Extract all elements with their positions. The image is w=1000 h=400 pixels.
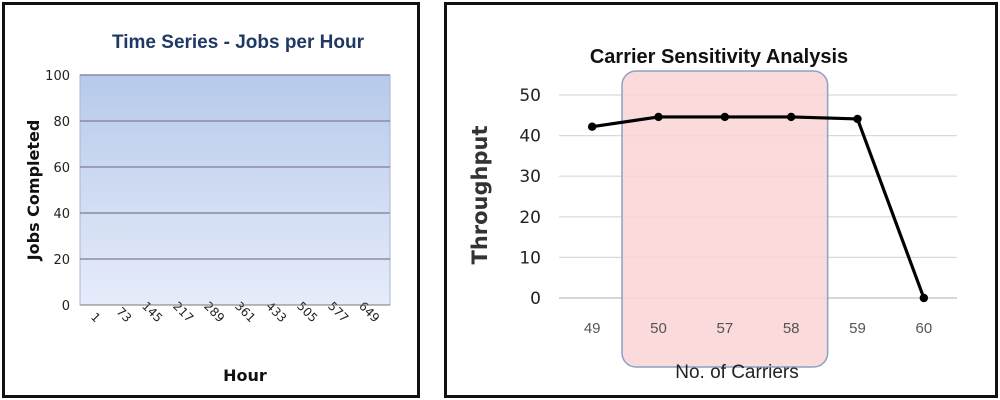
series-line: [591, 115, 926, 299]
x-tick-label: 1: [88, 310, 103, 325]
data-point: [853, 114, 862, 124]
chart-title: Time Series - Jobs per Hour: [112, 32, 365, 53]
y-tick-label: 30: [519, 167, 541, 187]
y-axis-ticks: 0 10 20 30 40 50: [519, 86, 541, 309]
x-tick-label: 57: [716, 320, 733, 337]
y-tick-label: 0: [530, 289, 541, 309]
carrier-sensitivity-chart-panel: Carrier Sensitivity Analysis 0 10 20 30 40 50…: [444, 2, 998, 398]
jobs-per-hour-chart-panel: Time Series - Jobs per Hour 0 20 40 60 80 100…: [2, 2, 420, 398]
chart-title: Carrier Sensitivity Analysis: [590, 46, 848, 68]
x-tick-label: 49: [584, 320, 601, 337]
y-tick-label: 0: [62, 299, 70, 314]
y-tick-label: 80: [53, 115, 70, 130]
x-axis-ticks: 49 50 57 58 59 60: [584, 320, 932, 337]
data-point: [654, 112, 663, 122]
y-axis-label: Jobs Completed: [24, 120, 43, 262]
highlight-region: [621, 70, 829, 368]
y-tick-label: 20: [519, 208, 541, 228]
x-tick-label: 60: [915, 320, 932, 337]
grid-lines: [80, 74, 390, 260]
y-tick-label: 40: [519, 127, 541, 147]
y-axis-ticks: 0 20 40 60 80 100: [45, 69, 70, 314]
x-tick-label: 73: [114, 304, 135, 325]
y-tick-label: 60: [53, 161, 70, 176]
x-axis-label: No. of Carriers: [675, 362, 799, 383]
data-point: [587, 122, 597, 131]
data-point: [919, 293, 929, 303]
y-tick-label: 10: [519, 248, 541, 268]
x-axis-label: Hour: [223, 366, 267, 385]
y-tick-label: 20: [53, 253, 70, 268]
data-point: [720, 112, 730, 122]
x-tick-label: 50: [650, 320, 667, 337]
y-tick-label: 40: [53, 207, 70, 222]
x-tick-label: 59: [849, 320, 866, 337]
y-axis-label: Throughput: [468, 125, 492, 264]
x-tick-label: 58: [783, 320, 800, 337]
throughput-series: [587, 112, 929, 303]
jobs-per-hour-chart: Time Series - Jobs per Hour 0 20 40 60 80 100…: [24, 32, 391, 385]
plot-area: [79, 74, 391, 306]
data-point: [786, 112, 796, 122]
highlight-box: [621, 70, 829, 368]
y-tick-label: 50: [519, 86, 541, 106]
carrier-sensitivity-chart: Carrier Sensitivity Analysis 0 10 20 30 40 50…: [468, 46, 957, 383]
y-tick-label: 100: [45, 69, 70, 84]
